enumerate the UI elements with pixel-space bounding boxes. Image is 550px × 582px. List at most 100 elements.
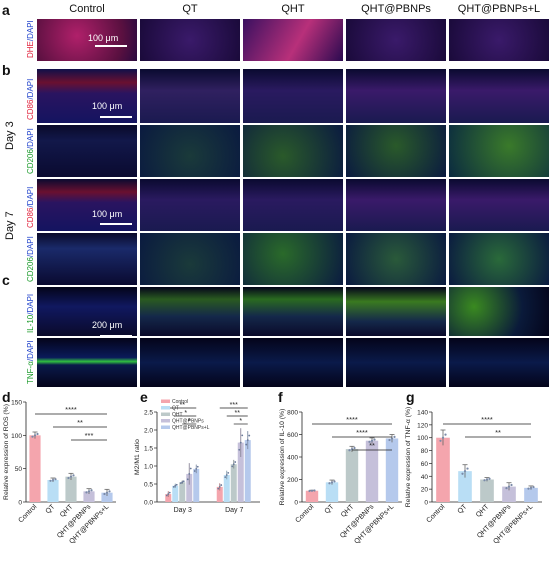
- significance-label-d-1: **: [77, 418, 83, 427]
- data-point-e: [182, 480, 185, 483]
- x-tick-label-g-4: QHT@PBNPs+L: [492, 503, 534, 545]
- y-tick-label-d: 50: [15, 466, 23, 473]
- column-header-qht-pbnps-l: QHT@PBNPs+L: [457, 3, 541, 15]
- x-tick-label-d-1: QT: [45, 503, 57, 515]
- micrograph-r2-qt: [139, 68, 241, 124]
- panel-label-e: e: [140, 390, 148, 405]
- legend-label-4: QHT@PBNPs+L: [172, 425, 210, 431]
- micrograph-r5-qt: [139, 232, 241, 286]
- data-point-e: [181, 481, 184, 484]
- scalebar-a: [95, 45, 127, 47]
- data-point-e: [241, 434, 244, 437]
- micrograph-r7-qht-pbnps-l: [448, 337, 550, 388]
- data-point-f-4: [390, 437, 394, 440]
- y-tick-label-g: 120: [417, 422, 428, 429]
- data-point-g-2: [485, 478, 489, 481]
- data-point-f-1: [328, 482, 331, 485]
- y-axis-title-d: Relative expression of ROS (%): [3, 404, 10, 500]
- data-point-d-0: [36, 432, 39, 436]
- data-point-g-3: [510, 483, 513, 487]
- significance-label-e: **: [180, 402, 186, 409]
- day7-label: Day 7: [4, 211, 16, 240]
- legend-label-2: QHT: [172, 412, 183, 418]
- legend-swatch-3: [161, 419, 170, 423]
- column-header-control: Control: [69, 3, 105, 15]
- micrograph-r7-qht-pbnps: [345, 337, 447, 388]
- y-tick-label-f: 800: [287, 410, 298, 417]
- data-point-e: [186, 478, 189, 481]
- data-point-e: [227, 471, 230, 474]
- data-point-e: [234, 461, 237, 463]
- data-point-g-1: [461, 472, 464, 475]
- data-point-e: [246, 439, 249, 441]
- data-point-e: [196, 465, 199, 468]
- y-tick-label-f: 200: [287, 477, 298, 484]
- micrograph-r2-qht-pbnps-l: [448, 68, 550, 124]
- data-point-d-0: [33, 434, 37, 437]
- data-point-f-1: [333, 480, 336, 483]
- panel-label-d: d: [2, 390, 11, 405]
- data-point-f-0: [308, 489, 311, 493]
- y-tick-label-e: 2.0: [144, 428, 153, 435]
- data-point-f-3: [370, 439, 374, 442]
- data-point-g-2: [483, 479, 486, 482]
- micrograph-r1-qht-pbnps: [345, 18, 447, 62]
- data-point-d-1: [49, 479, 52, 482]
- row-label-7: TNF-α/DAPI: [26, 340, 35, 384]
- data-point-g-3: [505, 487, 508, 490]
- data-point-e: [217, 487, 220, 490]
- y-tick-label-f: 400: [287, 455, 298, 462]
- row-label-2: CD86/DAPI: [26, 78, 35, 120]
- y-tick-label-g: 60: [421, 461, 429, 468]
- data-point-e: [231, 465, 234, 468]
- scalebar-b: [100, 116, 132, 118]
- y-tick-label-e: 2.5: [144, 410, 153, 417]
- micrograph-r5-qht-pbnps-l: [448, 232, 550, 286]
- bar-d-1: [47, 480, 59, 502]
- data-point-e: [224, 476, 227, 479]
- data-point-d-4: [108, 490, 111, 493]
- y-tick-label-g: 40: [421, 474, 429, 481]
- micrograph-r5-qht-pbnps: [345, 232, 447, 286]
- panel-label-f: f: [278, 390, 283, 405]
- data-point-d-1: [51, 478, 55, 482]
- data-point-d-4: [105, 491, 109, 494]
- micrograph-r4-qht-pbnps-l: [448, 178, 550, 232]
- bar-e-0-2: [179, 482, 186, 502]
- significance-label-e: ***: [230, 402, 238, 409]
- data-point-d-4: [103, 492, 106, 496]
- micrograph-r5-qht: [242, 232, 344, 286]
- bar-e-1-0: [216, 486, 223, 502]
- data-point-f-0: [310, 489, 314, 492]
- y-tick-label-e: 0.5: [144, 482, 153, 489]
- data-point-f-0: [313, 489, 316, 492]
- micrograph-r1-qht-pbnps-l: [448, 18, 550, 62]
- data-point-g-1: [466, 467, 469, 470]
- data-point-f-2: [348, 449, 351, 452]
- legend-swatch-4: [161, 425, 170, 429]
- y-tick-label-g: 80: [421, 448, 429, 455]
- bar-e-1-1: [223, 475, 230, 502]
- bar-f-2: [345, 449, 359, 502]
- y-tick-label-e: 1.5: [144, 446, 153, 453]
- bar-f-4: [385, 438, 399, 502]
- data-point-g-0: [444, 433, 447, 436]
- data-point-g-3: [507, 485, 511, 488]
- bar-e-0-4: [193, 468, 200, 502]
- micrograph-r4-qht: [242, 178, 344, 232]
- bar-g-4: [524, 487, 538, 502]
- data-point-d-2: [69, 475, 73, 478]
- bar-d-3: [83, 491, 95, 502]
- y-tick-label-g: 140: [417, 410, 428, 417]
- panel-label-c: c: [2, 272, 10, 288]
- panel-label-a: a: [2, 2, 10, 18]
- scalebar-day7: [100, 223, 132, 225]
- micrograph-r6-qt: [139, 286, 241, 337]
- micrograph-r1-qht: [242, 18, 344, 62]
- micrograph-r1-qt: [139, 18, 241, 62]
- bar-e-0-3: [186, 473, 193, 502]
- scalebar-b-text: 100 μm: [92, 101, 123, 111]
- y-tick-label-f: 0: [294, 500, 298, 507]
- data-point-e: [248, 434, 251, 437]
- data-point-e: [179, 482, 182, 484]
